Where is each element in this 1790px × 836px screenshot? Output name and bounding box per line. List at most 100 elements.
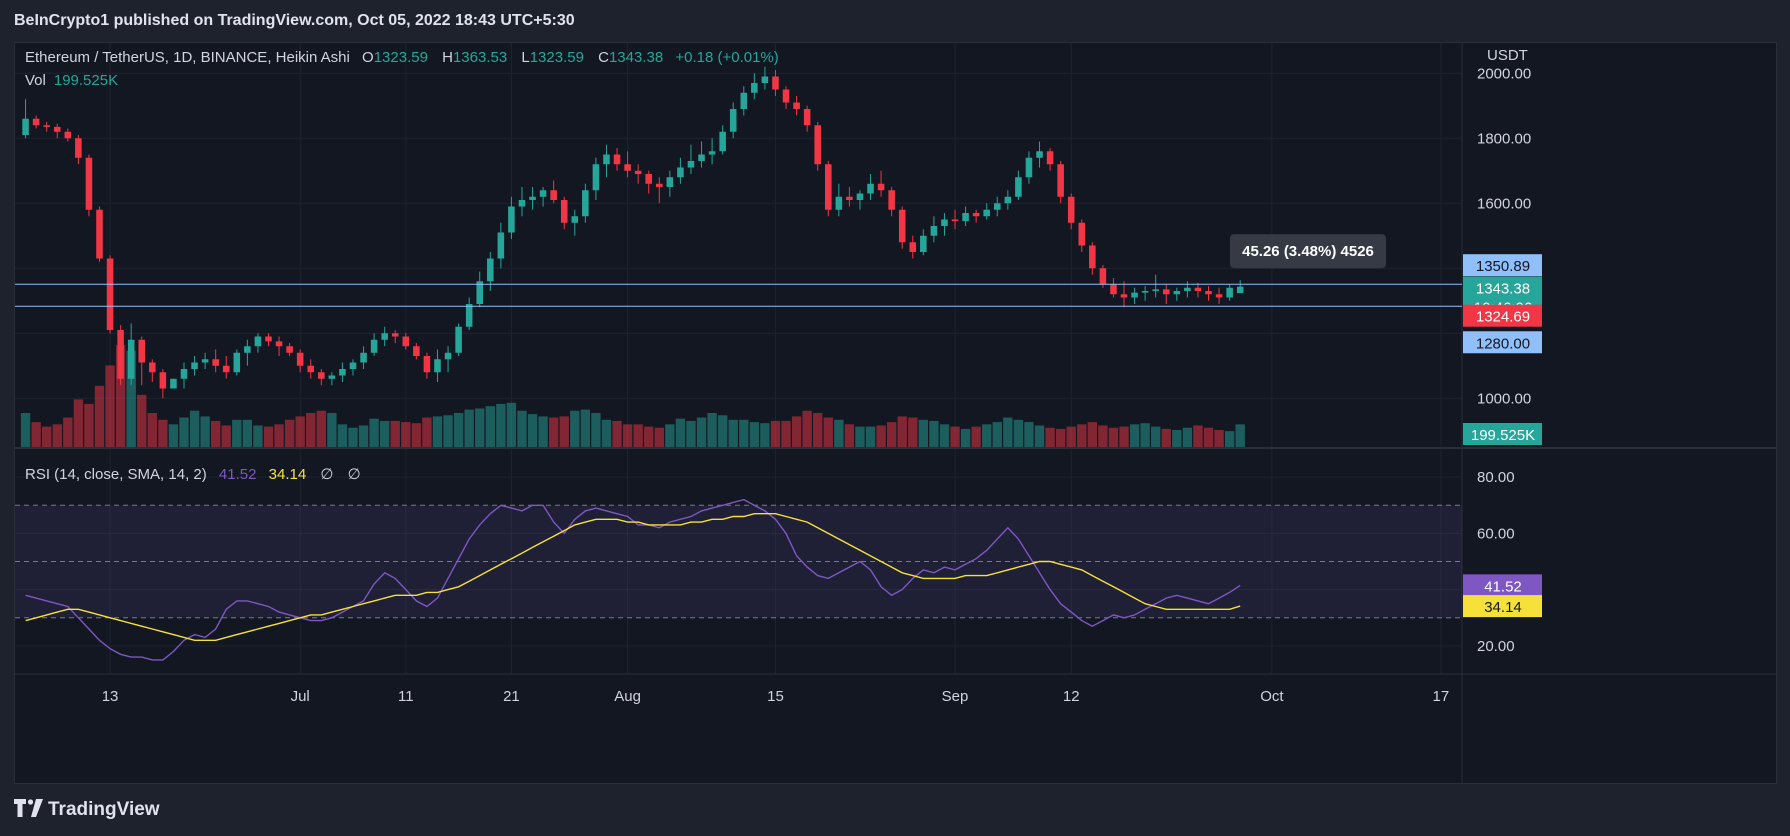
volume-bar <box>897 416 907 447</box>
candle-body <box>529 196 536 200</box>
candle-body <box>888 190 895 210</box>
volume-bar <box>760 423 770 447</box>
rsi-sma-line <box>25 513 1241 641</box>
volume-bar <box>1224 431 1235 447</box>
volume-bar <box>1193 425 1203 447</box>
candle-body <box>656 183 663 187</box>
candle-body <box>318 372 325 379</box>
candle-body <box>1131 292 1138 298</box>
volume-bar <box>992 422 1002 447</box>
volume-bar <box>855 426 865 447</box>
volume-bar <box>422 417 432 447</box>
measure-tool[interactable]: 45.26 (3.48%) 4526 <box>15 234 1462 307</box>
volume-bar <box>559 416 569 447</box>
volume-bar <box>939 424 950 447</box>
rsi-extra-1: ∅ <box>320 466 334 483</box>
candle-body <box>1046 151 1054 165</box>
volume-bar <box>982 424 992 447</box>
candle-body <box>1236 286 1244 294</box>
low-value: 1323.59 <box>529 49 584 66</box>
low-label: L <box>521 49 530 66</box>
volume-bar <box>517 410 527 447</box>
candle-body <box>1152 289 1159 291</box>
volume-bar <box>1151 426 1161 447</box>
tradingview-brand: TradingView <box>48 799 160 820</box>
volume-bar <box>464 409 474 447</box>
candle-body <box>1004 196 1012 204</box>
volume-bar <box>971 426 981 447</box>
time-tick: Aug <box>614 688 641 705</box>
candle-body <box>497 232 505 259</box>
volume-bar <box>834 419 844 447</box>
price-tag-current: 1343.38 <box>1476 281 1530 298</box>
price-tag-upper-bg <box>1463 254 1542 277</box>
time-tick: Sep <box>942 688 969 705</box>
candle-body <box>53 126 61 132</box>
volume-bar <box>432 416 443 447</box>
candle-body <box>983 209 990 217</box>
candlesticks <box>22 66 1244 399</box>
volume-bar <box>929 420 939 447</box>
candle-body <box>85 157 93 210</box>
volume-bar <box>876 425 886 447</box>
candle-body <box>191 362 198 369</box>
candle-body <box>149 362 156 373</box>
symbol-title: Ethereum / TetherUS, 1D, BINANCE, Heikin… <box>25 49 350 66</box>
candle-body <box>444 352 452 360</box>
volume-bar <box>908 417 918 447</box>
time-tick: 15 <box>767 688 784 705</box>
rsi-tick: 60.00 <box>1477 525 1515 542</box>
high-value: 1363.53 <box>452 49 508 66</box>
candle-body <box>803 109 811 126</box>
open-value: 1323.59 <box>373 49 428 66</box>
candle-body <box>64 131 72 139</box>
candle-body <box>127 339 135 379</box>
volume-bar <box>105 365 115 447</box>
rsi-value: 41.52 <box>218 466 257 483</box>
candle-body <box>666 177 674 187</box>
time-tick: Jul <box>291 688 310 705</box>
candle-body <box>159 372 167 389</box>
volume-bar <box>316 410 326 447</box>
candle-body <box>835 196 843 210</box>
candle-body <box>434 359 441 373</box>
tradingview-logo[interactable]: TradingView <box>14 799 160 821</box>
volume-bar <box>675 418 686 447</box>
top-bar: BeInCrypto1 published on TradingView.com… <box>0 0 1790 42</box>
candle-body <box>296 352 304 366</box>
candle-body <box>898 209 906 243</box>
volume-bar <box>686 420 696 447</box>
chart-panel[interactable]: 45.26 (3.48%) 4526 USDT 2000.00 1800.00 160… <box>14 42 1777 784</box>
candle-body <box>1089 245 1096 269</box>
candle-body <box>391 333 399 337</box>
price-tag-volume: 199.525K <box>1471 427 1535 444</box>
candle-body <box>708 151 716 155</box>
volume-bar <box>739 419 749 447</box>
candle-body <box>645 174 652 184</box>
volume-bar <box>295 416 305 447</box>
candle-body <box>909 242 917 252</box>
measure-tooltip-box <box>1230 234 1386 269</box>
candle-body <box>993 203 1001 210</box>
volume-bar <box>1055 428 1066 447</box>
volume-legend: Vol 199.525K <box>25 72 122 89</box>
candle-body <box>1184 287 1191 291</box>
candle-body <box>265 336 272 342</box>
volume-bar <box>358 425 369 447</box>
volume-bar <box>73 399 84 447</box>
candle-body <box>413 346 420 356</box>
volume-bar <box>1182 427 1193 447</box>
volume-bar <box>284 419 295 447</box>
candle-body <box>941 219 948 226</box>
candle-body <box>1057 164 1064 197</box>
candle-body <box>349 362 357 369</box>
volume-bar <box>1066 426 1076 447</box>
volume-bar <box>654 427 664 447</box>
candle-body <box>117 330 124 379</box>
candle-body <box>328 375 336 379</box>
volume-bar <box>1098 425 1108 447</box>
candle-body <box>687 161 695 168</box>
volume-bar <box>886 422 897 447</box>
volume-bar <box>84 403 94 447</box>
